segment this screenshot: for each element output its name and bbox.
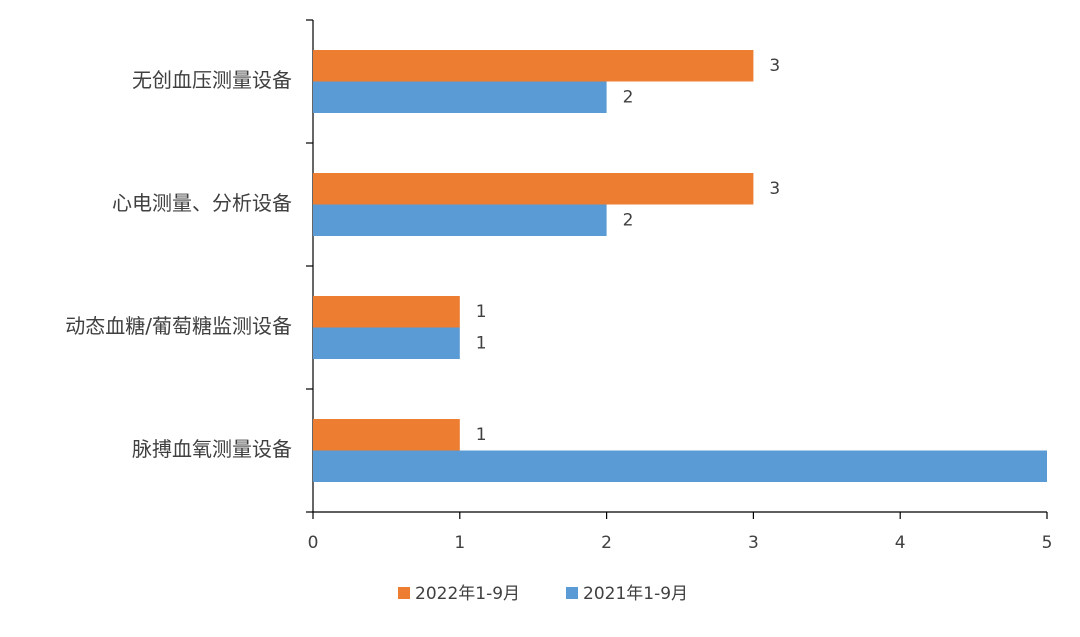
legend-swatch <box>398 587 410 599</box>
data-label: 3 <box>769 179 780 199</box>
bar <box>313 450 1047 482</box>
legend-swatch <box>566 587 578 599</box>
bar <box>313 50 754 82</box>
x-tick-label: 0 <box>308 533 319 553</box>
legend-label: 2021年1-9月 <box>583 584 688 604</box>
x-tick-label: 2 <box>601 533 612 553</box>
legend-label: 2022年1-9月 <box>415 584 520 604</box>
bar <box>313 327 460 359</box>
bar <box>313 419 460 451</box>
category-label: 心电测量、分析设备 <box>112 191 292 215</box>
x-tick-label: 3 <box>748 533 759 553</box>
x-tick-label: 4 <box>895 533 906 553</box>
bar <box>313 204 607 236</box>
category-label: 无创血压测量设备 <box>132 68 292 92</box>
data-label: 2 <box>623 87 634 107</box>
data-label: 1 <box>476 333 487 353</box>
data-label: 1 <box>476 302 487 322</box>
x-tick-label: 5 <box>1042 533 1053 553</box>
data-label: 3 <box>769 56 780 76</box>
data-label: 1 <box>476 425 487 445</box>
category-label: 脉搏血氧测量设备 <box>132 437 292 461</box>
bar <box>313 296 460 328</box>
data-label: 2 <box>623 210 634 230</box>
bar <box>313 81 607 113</box>
category-label: 动态血糖/葡萄糖监测设备 <box>65 314 292 338</box>
bar <box>313 173 754 205</box>
x-tick-label: 1 <box>454 533 465 553</box>
